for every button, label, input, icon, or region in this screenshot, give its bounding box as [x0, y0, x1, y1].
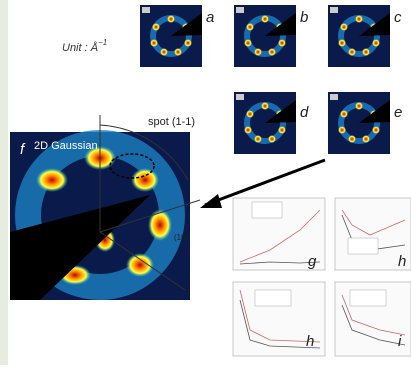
figure: Unit : Å−1 a b c d e f 2D Gaussian spot … — [0, 0, 411, 365]
panel-label: e — [394, 104, 402, 121]
margin — [0, 0, 8, 365]
plot-label: h — [398, 253, 406, 270]
panel-label: b — [300, 9, 308, 26]
panel-label: a — [206, 9, 214, 26]
unit-text: Unit : Å — [62, 41, 98, 54]
unit-exponent: −1 — [98, 38, 107, 47]
unit-label: Unit : Å−1 — [62, 38, 107, 54]
plot-label: h — [306, 333, 314, 350]
spot-label: spot (1-1) — [148, 116, 195, 128]
plot-label: g — [308, 253, 317, 270]
panel-label: d — [300, 104, 309, 121]
pattern-panels — [140, 5, 390, 154]
angle-label: (10) — [174, 233, 189, 242]
plot-panels — [233, 198, 411, 356]
panel-label: c — [394, 9, 402, 26]
inset-title: 2D Gaussian — [34, 140, 98, 152]
